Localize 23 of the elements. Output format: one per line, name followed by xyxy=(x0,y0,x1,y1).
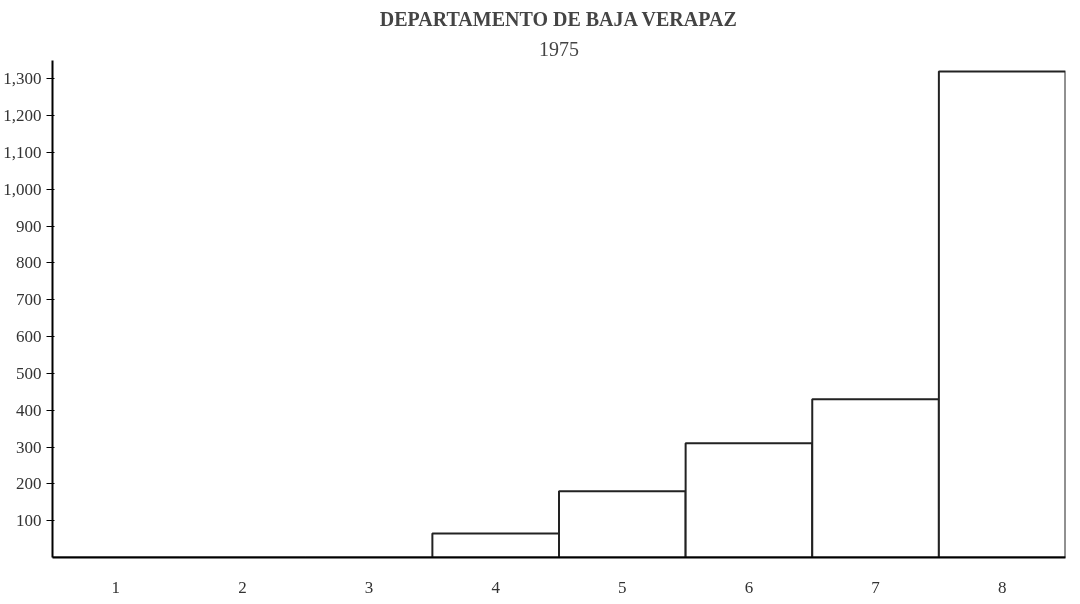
y-tick-label: 1,000 xyxy=(3,179,42,199)
x-tick-label: 2 xyxy=(238,577,247,597)
x-tick-label: 3 xyxy=(364,577,374,597)
y-tick-label: 300 xyxy=(16,437,42,457)
y-tick-label: 400 xyxy=(16,400,42,420)
x-tick-label: 4 xyxy=(491,577,501,597)
y-tick-label: 600 xyxy=(16,327,42,347)
y-tick-label: 800 xyxy=(16,253,42,273)
y-tick-label: 100 xyxy=(16,511,42,531)
y-tick-label: 900 xyxy=(16,216,42,236)
chart-title: DEPARTAMENTO DE BAJA VERAPAZ xyxy=(379,7,737,30)
y-tick-label: 500 xyxy=(16,363,42,383)
y-tick-label: 200 xyxy=(16,474,42,494)
x-tick-label: 1 xyxy=(111,577,121,597)
x-tick-label: 7 xyxy=(871,577,881,597)
chart-subtitle: 1975 xyxy=(539,37,579,60)
y-tick-label: 1,200 xyxy=(3,106,42,126)
y-tick-label: 1,300 xyxy=(3,69,42,89)
x-tick-label: 5 xyxy=(618,577,627,597)
y-tick-label: 700 xyxy=(16,290,42,310)
x-tick-label: 6 xyxy=(744,577,754,597)
y-tick-label: 1,100 xyxy=(3,143,42,163)
x-tick-label: 8 xyxy=(997,577,1007,597)
